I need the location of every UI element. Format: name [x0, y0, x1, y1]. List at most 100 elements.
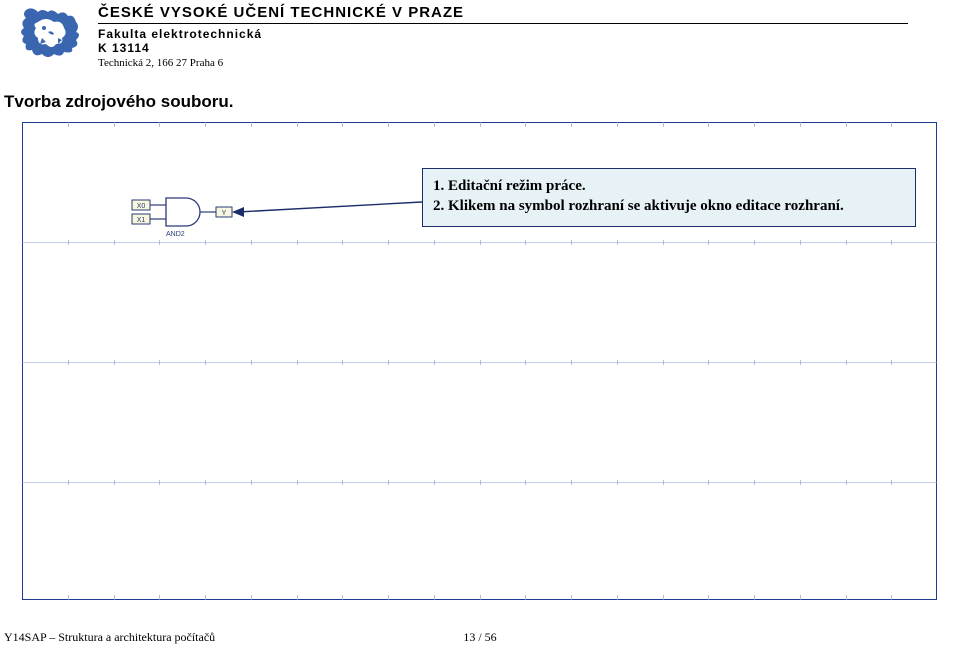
section-title: Tvorba zdrojového souboru.: [4, 92, 960, 112]
faculty-name: Fakulta elektrotechnická: [98, 27, 908, 41]
address: Technická 2, 166 27 Praha 6: [98, 56, 908, 70]
callout-line-2: 2. Klikem na symbol rozhraní se aktivuje…: [433, 196, 905, 216]
callout-arrow: [232, 194, 432, 234]
grid-tick: [434, 595, 435, 600]
grid-tick: [434, 360, 435, 365]
instruction-callout: 1. Editační režim práce. 2. Klikem na sy…: [422, 168, 916, 227]
grid-tick: [251, 595, 252, 600]
grid-tick: [663, 595, 664, 600]
grid-tick: [114, 595, 115, 600]
grid-tick: [708, 122, 709, 127]
grid-tick: [388, 360, 389, 365]
grid-tick: [434, 480, 435, 485]
grid-tick: [297, 240, 298, 245]
grid-tick: [800, 240, 801, 245]
grid-tick: [525, 360, 526, 365]
grid-tick: [68, 595, 69, 600]
grid-tick: [571, 122, 572, 127]
grid-tick: [342, 360, 343, 365]
grid-tick: [251, 360, 252, 365]
grid-tick: [159, 122, 160, 127]
grid-tick: [434, 240, 435, 245]
grid-tick: [114, 360, 115, 365]
footer-page-number: 13 / 56: [0, 630, 960, 645]
grid-tick: [800, 360, 801, 365]
grid-tick: [480, 122, 481, 127]
grid-tick: [159, 595, 160, 600]
grid-tick: [525, 595, 526, 600]
grid-tick: [708, 595, 709, 600]
grid-tick: [663, 480, 664, 485]
grid-tick: [571, 240, 572, 245]
page-header: ČESKÉ VYSOKÉ UČENÍ TECHNICKÉ V PRAZE Fak…: [0, 0, 960, 70]
grid-tick: [846, 360, 847, 365]
grid-tick: [251, 480, 252, 485]
grid-tick: [525, 122, 526, 127]
grid-tick: [342, 480, 343, 485]
grid-tick: [754, 240, 755, 245]
grid-tick: [617, 360, 618, 365]
header-text-block: ČESKÉ VYSOKÉ UČENÍ TECHNICKÉ V PRAZE Fak…: [98, 4, 908, 70]
grid-tick: [846, 595, 847, 600]
grid-tick: [297, 360, 298, 365]
grid-tick: [388, 122, 389, 127]
university-name: ČESKÉ VYSOKÉ UČENÍ TECHNICKÉ V PRAZE: [98, 4, 908, 21]
grid-tick: [891, 480, 892, 485]
grid-tick: [342, 122, 343, 127]
grid-tick: [525, 240, 526, 245]
grid-tick: [800, 480, 801, 485]
grid-tick: [251, 122, 252, 127]
gate-label: AND2: [166, 231, 185, 238]
grid-tick: [205, 595, 206, 600]
and-gate-symbol[interactable]: X0 X1 Y AND2: [130, 192, 240, 238]
grid-tick: [297, 480, 298, 485]
grid-tick: [708, 360, 709, 365]
grid-tick: [571, 480, 572, 485]
grid-tick: [617, 240, 618, 245]
grid-tick: [205, 480, 206, 485]
grid-tick: [846, 480, 847, 485]
grid-tick: [480, 480, 481, 485]
grid-tick: [617, 595, 618, 600]
grid-tick: [388, 595, 389, 600]
grid-tick: [617, 122, 618, 127]
grid-tick: [663, 122, 664, 127]
university-logo: [18, 4, 92, 60]
grid-tick: [891, 122, 892, 127]
grid-tick: [205, 240, 206, 245]
grid-tick: [205, 122, 206, 127]
grid-tick: [754, 480, 755, 485]
grid-tick: [68, 480, 69, 485]
grid-tick: [480, 360, 481, 365]
callout-line-1: 1. Editační režim práce.: [433, 176, 905, 196]
grid-tick: [846, 122, 847, 127]
grid-tick: [68, 122, 69, 127]
grid-tick: [205, 360, 206, 365]
department-code: K 13114: [98, 41, 908, 55]
grid-tick: [663, 360, 664, 365]
grid-tick: [388, 480, 389, 485]
grid-tick: [846, 240, 847, 245]
grid-tick: [891, 595, 892, 600]
grid-tick: [800, 122, 801, 127]
grid-tick: [663, 240, 664, 245]
grid-tick: [525, 480, 526, 485]
schematic-canvas: X0 X1 Y AND2 1. Editační režim práce. 2.…: [22, 122, 937, 600]
grid-tick: [571, 360, 572, 365]
header-divider: [98, 23, 908, 24]
grid-tick: [800, 595, 801, 600]
gate-output-y: Y: [222, 210, 227, 217]
grid-tick: [891, 240, 892, 245]
grid-tick: [571, 595, 572, 600]
grid-tick: [708, 480, 709, 485]
grid-tick: [68, 240, 69, 245]
grid-tick: [708, 240, 709, 245]
grid-tick: [159, 480, 160, 485]
grid-tick: [159, 360, 160, 365]
grid-tick: [434, 122, 435, 127]
grid-tick: [480, 240, 481, 245]
grid-tick: [68, 360, 69, 365]
grid-tick: [114, 240, 115, 245]
grid-tick: [297, 595, 298, 600]
grid-tick: [251, 240, 252, 245]
